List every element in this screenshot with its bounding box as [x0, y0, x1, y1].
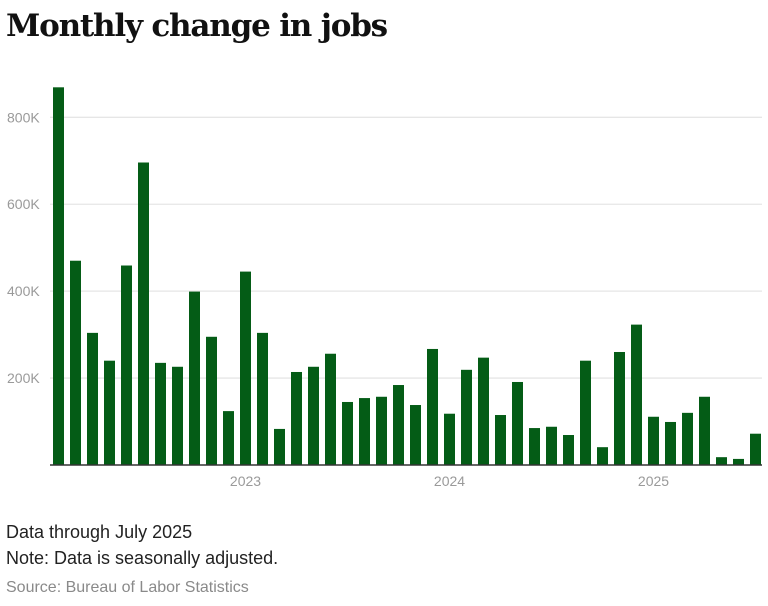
- bar-2023-09: [376, 396, 387, 465]
- note-seasonal: Note: Data is seasonally adjusted.: [6, 548, 279, 568]
- y-tick-label: 400K: [7, 283, 40, 299]
- y-tick-label: 800K: [7, 109, 40, 125]
- bar-2023-12: [427, 348, 438, 465]
- bar-2022-07: [138, 162, 149, 465]
- x-tick-label: 2023: [230, 473, 261, 489]
- bar-2025-07: [750, 433, 761, 465]
- bar-2022-02: [53, 87, 64, 465]
- bar-2022-10: [189, 291, 200, 465]
- bar-2022-12: [223, 411, 234, 465]
- bar-2025-02: [665, 421, 676, 465]
- bar-2024-11: [614, 351, 625, 465]
- bar-2023-05: [308, 366, 319, 465]
- bar-2022-06: [121, 265, 132, 465]
- bar-2025-06: [733, 458, 744, 465]
- bar-2024-09: [580, 360, 591, 465]
- bar-2024-01: [444, 413, 455, 465]
- bar-2025-01: [648, 416, 659, 465]
- bar-2023-10: [393, 385, 404, 465]
- bar-2022-08: [155, 362, 166, 465]
- x-tick-label: 2024: [434, 473, 465, 489]
- bar-2024-10: [597, 447, 608, 465]
- bar-2022-03: [70, 260, 81, 465]
- bar-2023-02: [257, 332, 268, 465]
- bar-2023-08: [359, 398, 370, 465]
- chart-title: Monthly change in jobs: [6, 8, 388, 44]
- bar-2023-06: [325, 353, 336, 465]
- bar-2025-05: [716, 457, 727, 465]
- bar-2024-06: [529, 428, 540, 465]
- bar-2023-04: [291, 371, 302, 465]
- bar-2023-11: [410, 405, 421, 465]
- x-tick-label: 2025: [638, 473, 669, 489]
- bar-2022-05: [104, 360, 115, 465]
- bar-2024-02: [461, 369, 472, 465]
- bar-chart: 200K 400K 600K 800K 2023 2024 2025: [7, 87, 762, 489]
- bar-2024-03: [478, 357, 489, 465]
- y-tick-label: 600K: [7, 196, 40, 212]
- bar-2023-01: [240, 271, 251, 465]
- bar-2025-03: [682, 412, 693, 465]
- bar-2024-08: [563, 435, 574, 465]
- bar-2024-12: [631, 324, 642, 465]
- y-tick-label: 200K: [7, 370, 40, 386]
- bar-2024-04: [495, 415, 506, 465]
- bar-2022-04: [87, 332, 98, 465]
- bar-2025-04: [699, 396, 710, 465]
- bar-2022-11: [206, 336, 217, 465]
- bar-2024-07: [546, 426, 557, 465]
- bar-2023-03: [274, 428, 285, 465]
- bar-2022-09: [172, 366, 183, 465]
- bar-2023-07: [342, 401, 353, 465]
- note-data-through: Data through July 2025: [6, 522, 193, 542]
- bar-2024-05: [512, 381, 523, 465]
- source-note: Source: Bureau of Labor Statistics: [6, 579, 249, 596]
